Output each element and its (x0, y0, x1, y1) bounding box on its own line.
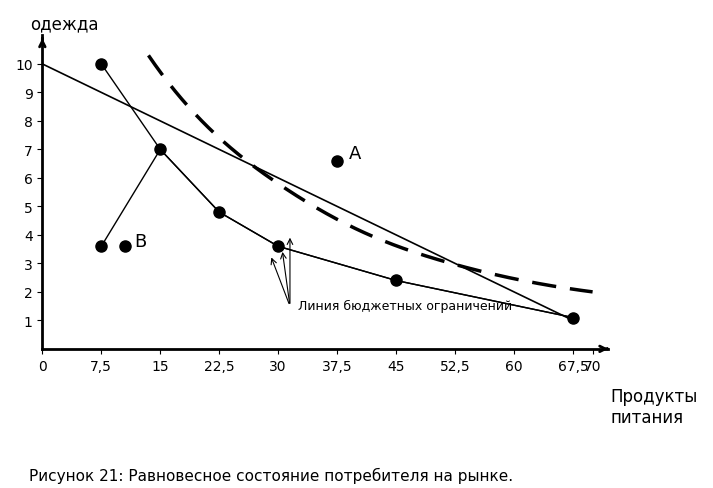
Text: одежда: одежда (31, 16, 99, 34)
Text: A: A (349, 144, 361, 163)
Text: Рисунок 21: Равновесное состояние потребителя на рынке.: Рисунок 21: Равновесное состояние потреб… (29, 467, 513, 483)
Text: Продукты
питания: Продукты питания (610, 387, 698, 426)
Text: B: B (134, 233, 147, 251)
Text: Линия бюджетных ограничений: Линия бюджетных ограничений (298, 299, 512, 312)
